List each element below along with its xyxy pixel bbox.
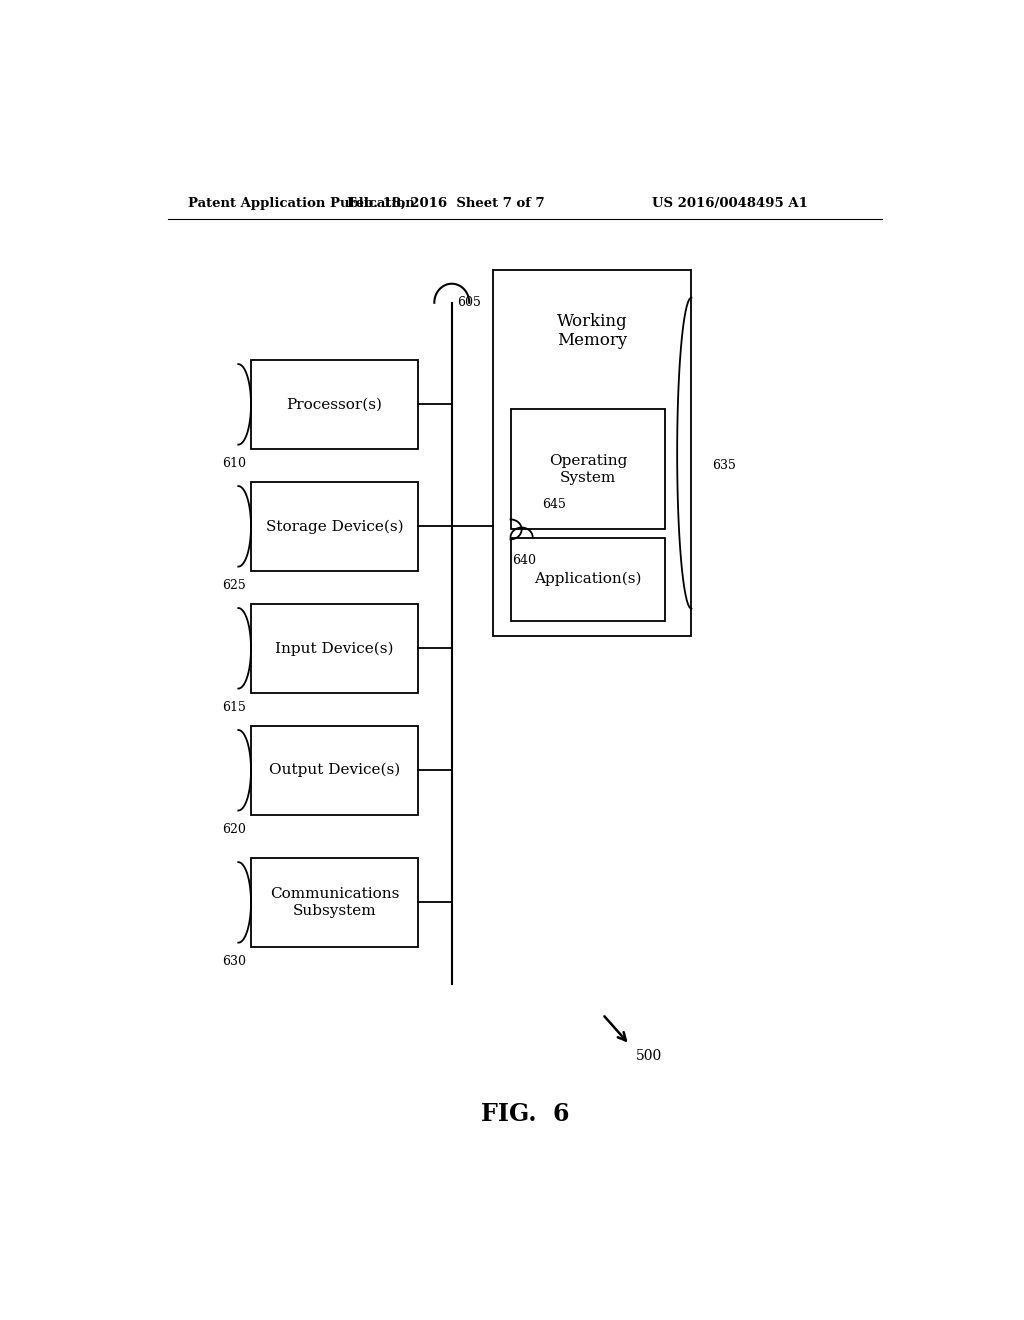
Text: Processor(s): Processor(s) [287,397,382,412]
Bar [511,537,666,620]
Text: US 2016/0048495 A1: US 2016/0048495 A1 [652,197,808,210]
Text: 645: 645 [543,499,566,511]
Bar [251,359,418,449]
Text: FIG.  6: FIG. 6 [480,1102,569,1126]
Text: Input Device(s): Input Device(s) [275,642,393,656]
Bar [494,271,691,636]
Text: 635: 635 [712,459,736,471]
Text: Feb. 18, 2016  Sheet 7 of 7: Feb. 18, 2016 Sheet 7 of 7 [347,197,544,210]
Text: 500: 500 [636,1049,663,1063]
Text: 605: 605 [458,296,481,309]
Bar [511,409,666,529]
Text: Working
Memory: Working Memory [557,313,628,350]
Text: Storage Device(s): Storage Device(s) [265,519,403,533]
Text: Operating
System: Operating System [549,454,627,484]
Bar [251,482,418,572]
Bar [251,603,418,693]
Text: 610: 610 [221,457,246,470]
Text: Patent Application Publication: Patent Application Publication [187,197,415,210]
Text: 640: 640 [512,554,537,566]
Text: Communications
Subsystem: Communications Subsystem [269,887,399,917]
Text: 615: 615 [221,701,246,714]
Text: Output Device(s): Output Device(s) [268,763,400,777]
Bar [251,726,418,814]
Text: 630: 630 [221,956,246,969]
Text: 620: 620 [221,824,246,836]
Text: 625: 625 [221,579,246,593]
Text: Application(s): Application(s) [535,572,642,586]
Bar [251,858,418,948]
